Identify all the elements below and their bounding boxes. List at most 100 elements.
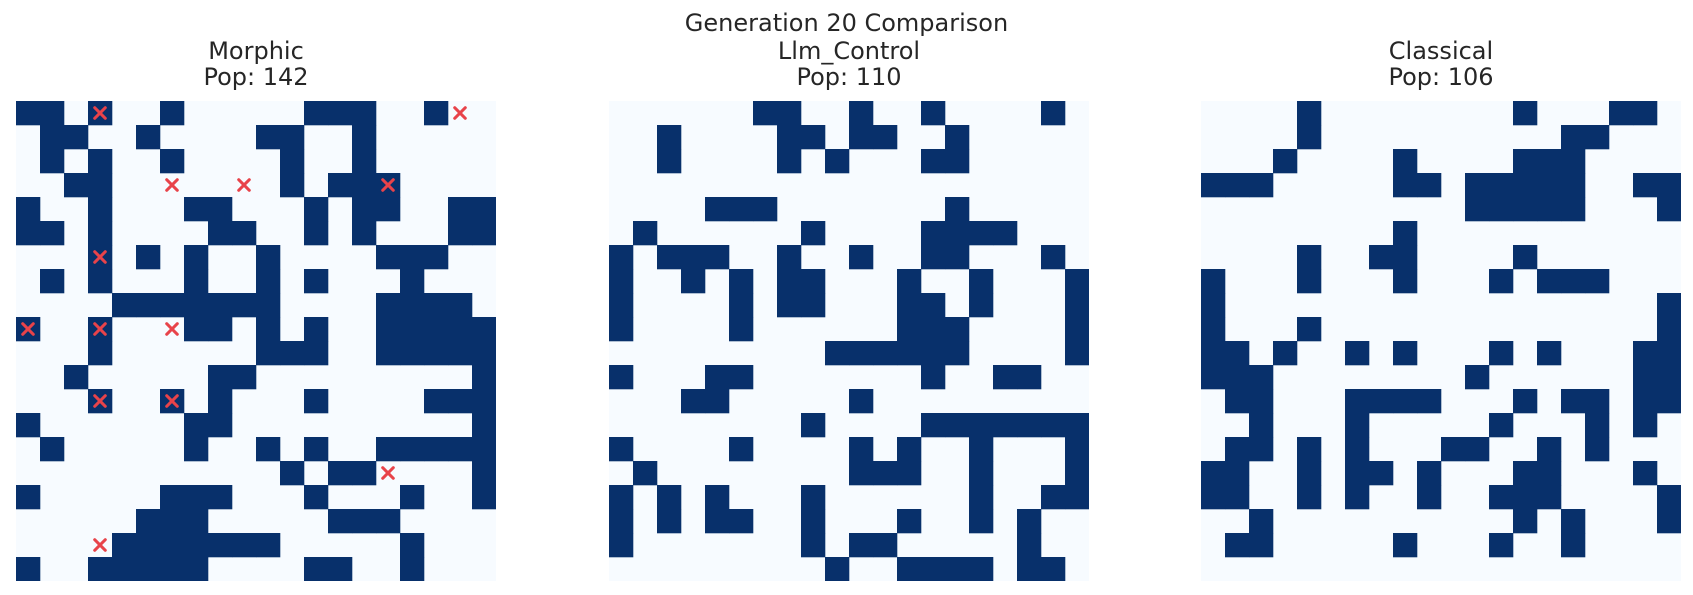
alive-cell — [16, 197, 41, 222]
alive-cell — [1633, 461, 1658, 486]
alive-cell — [304, 269, 329, 294]
alive-cell — [328, 461, 353, 486]
alive-cell — [801, 533, 826, 558]
alive-cell — [1201, 341, 1226, 366]
alive-cell — [1489, 533, 1514, 558]
alive-cell — [184, 293, 209, 318]
alive-cell — [88, 173, 113, 198]
alive-cell — [1017, 365, 1042, 390]
alive-cell — [376, 509, 401, 534]
alive-cell — [1393, 533, 1418, 558]
alive-cell — [921, 101, 946, 126]
alive-cell — [304, 317, 329, 342]
alive-cell — [1065, 269, 1089, 294]
alive-cell — [472, 317, 496, 342]
alive-cell — [609, 509, 634, 534]
alive-cell — [969, 557, 994, 581]
alive-cell — [208, 221, 233, 246]
alive-cell — [945, 149, 970, 174]
alive-cell — [801, 413, 826, 438]
alive-cell — [1065, 437, 1089, 462]
alive-cell — [88, 269, 113, 294]
alive-cell — [729, 437, 754, 462]
alive-cell — [280, 173, 305, 198]
alive-cell — [208, 485, 233, 510]
alive-cell — [376, 341, 401, 366]
alive-cell — [1393, 173, 1418, 198]
alive-cell — [136, 125, 161, 150]
alive-cell — [1537, 485, 1562, 510]
alive-cell — [1657, 293, 1681, 318]
alive-cell — [160, 557, 185, 581]
alive-cell — [921, 365, 946, 390]
alive-cell — [280, 461, 305, 486]
alive-cell — [184, 317, 209, 342]
alive-cell — [1585, 269, 1610, 294]
alive-cell — [448, 389, 473, 414]
alive-cell — [40, 437, 65, 462]
alive-cell — [1249, 365, 1274, 390]
alive-cell — [1345, 485, 1370, 510]
alive-cell — [328, 101, 353, 126]
llm-control-panel-title: Llm_Control Pop: 110 — [609, 38, 1089, 90]
alive-cell — [304, 557, 329, 581]
alive-cell — [1561, 173, 1586, 198]
alive-cell — [705, 245, 730, 270]
alive-cell — [1489, 341, 1514, 366]
alive-cell — [897, 461, 922, 486]
alive-cell — [1417, 461, 1442, 486]
alive-cell — [1393, 389, 1418, 414]
alive-cell — [424, 317, 449, 342]
alive-cell — [208, 533, 233, 558]
alive-cell — [16, 557, 41, 581]
alive-cell — [280, 125, 305, 150]
alive-cell — [40, 221, 65, 246]
alive-cell — [945, 245, 970, 270]
alive-cell — [945, 413, 970, 438]
alive-cell — [1369, 245, 1394, 270]
alive-cell — [208, 413, 233, 438]
alive-cell — [184, 485, 209, 510]
alive-cell — [40, 149, 65, 174]
alive-cell — [1201, 269, 1226, 294]
alive-cell — [1041, 557, 1066, 581]
alive-cell — [184, 197, 209, 222]
alive-cell — [609, 269, 634, 294]
alive-cell — [1657, 173, 1681, 198]
highlight-marker — [165, 322, 179, 336]
alive-cell — [633, 221, 658, 246]
alive-cell — [705, 197, 730, 222]
alive-cell — [609, 485, 634, 510]
alive-cell — [705, 365, 730, 390]
alive-cell — [208, 197, 233, 222]
alive-cell — [160, 293, 185, 318]
alive-cell — [1465, 437, 1490, 462]
classical-panel-title: Classical Pop: 106 — [1201, 38, 1681, 90]
alive-cell — [1561, 149, 1586, 174]
alive-cell — [1537, 461, 1562, 486]
alive-cell — [1017, 509, 1042, 534]
alive-cell — [1465, 173, 1490, 198]
alive-cell — [184, 269, 209, 294]
alive-cell — [64, 125, 89, 150]
alive-cell — [681, 269, 706, 294]
alive-cell — [88, 557, 113, 581]
alive-cell — [1489, 485, 1514, 510]
alive-cell — [873, 533, 898, 558]
alive-cell — [448, 341, 473, 366]
alive-cell — [1297, 485, 1322, 510]
alive-cell — [256, 533, 281, 558]
alive-cell — [1249, 173, 1274, 198]
alive-cell — [232, 293, 257, 318]
alive-cell — [1513, 461, 1538, 486]
alive-cell — [472, 197, 496, 222]
alive-cell — [1561, 197, 1586, 222]
alive-cell — [873, 125, 898, 150]
llm-control-title: Llm_Control — [777, 37, 921, 65]
alive-cell — [376, 317, 401, 342]
alive-cell — [1537, 173, 1562, 198]
alive-cell — [304, 221, 329, 246]
alive-cell — [88, 221, 113, 246]
alive-cell — [184, 437, 209, 462]
alive-cell — [609, 317, 634, 342]
